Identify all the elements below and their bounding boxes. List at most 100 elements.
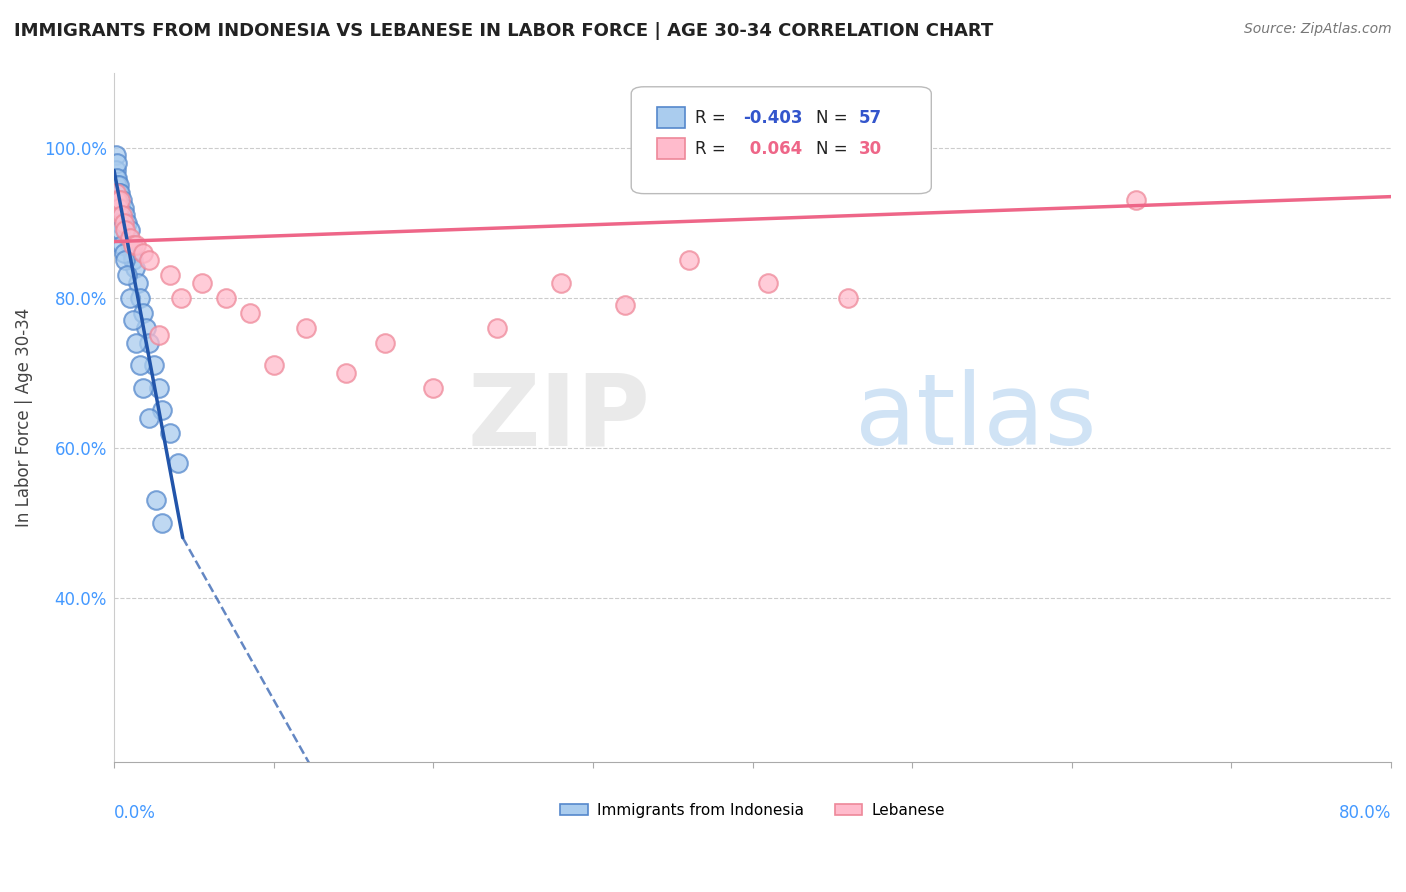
Point bbox=[112, 245, 135, 260]
Point bbox=[170, 291, 193, 305]
Point bbox=[105, 170, 128, 185]
Point bbox=[108, 194, 131, 208]
Point bbox=[124, 260, 146, 275]
Point bbox=[118, 223, 141, 237]
Y-axis label: In Labor Force | Age 30-34: In Labor Force | Age 30-34 bbox=[15, 308, 32, 527]
Text: Source: ZipAtlas.com: Source: ZipAtlas.com bbox=[1244, 22, 1392, 37]
Text: 0.064: 0.064 bbox=[744, 140, 801, 158]
Point bbox=[125, 238, 148, 252]
Point bbox=[132, 381, 155, 395]
Point bbox=[108, 201, 131, 215]
Point bbox=[122, 253, 145, 268]
Point bbox=[758, 276, 780, 290]
Point bbox=[132, 306, 155, 320]
Point bbox=[104, 163, 127, 178]
Point bbox=[294, 320, 316, 334]
Point bbox=[104, 186, 127, 200]
Text: IMMIGRANTS FROM INDONESIA VS LEBANESE IN LABOR FORCE | AGE 30-34 CORRELATION CHA: IMMIGRANTS FROM INDONESIA VS LEBANESE IN… bbox=[14, 22, 993, 40]
Point bbox=[550, 276, 572, 290]
Point bbox=[1125, 194, 1147, 208]
Point bbox=[114, 223, 136, 237]
Point bbox=[105, 156, 128, 170]
Point bbox=[110, 201, 132, 215]
Point bbox=[138, 253, 160, 268]
Point bbox=[111, 238, 134, 252]
Point bbox=[127, 276, 149, 290]
Point bbox=[105, 194, 128, 208]
Point bbox=[167, 456, 190, 470]
Point bbox=[108, 208, 131, 222]
Point bbox=[128, 291, 150, 305]
Text: R =: R = bbox=[695, 140, 731, 158]
Point bbox=[135, 320, 157, 334]
Text: 30: 30 bbox=[859, 140, 882, 158]
Point bbox=[111, 208, 134, 222]
Point bbox=[108, 186, 131, 200]
Point bbox=[125, 335, 148, 350]
Point bbox=[191, 276, 214, 290]
Point bbox=[111, 194, 134, 208]
Point bbox=[486, 320, 509, 334]
Point bbox=[159, 425, 181, 440]
Point bbox=[122, 313, 145, 327]
Point bbox=[110, 208, 132, 222]
Point bbox=[132, 245, 155, 260]
Point bbox=[335, 366, 357, 380]
Point bbox=[678, 253, 700, 268]
Point bbox=[114, 223, 136, 237]
Point bbox=[374, 335, 396, 350]
Point bbox=[111, 216, 134, 230]
Point bbox=[128, 358, 150, 372]
Point bbox=[148, 381, 170, 395]
Point bbox=[112, 216, 135, 230]
Point bbox=[105, 186, 128, 200]
Text: N =: N = bbox=[817, 109, 853, 127]
Point bbox=[115, 216, 138, 230]
Point bbox=[104, 170, 127, 185]
Point bbox=[105, 194, 128, 208]
Point bbox=[105, 194, 128, 208]
Point bbox=[118, 238, 141, 252]
Point bbox=[148, 328, 170, 343]
FancyBboxPatch shape bbox=[657, 107, 685, 128]
Text: N =: N = bbox=[817, 140, 853, 158]
Point bbox=[613, 298, 636, 312]
Point bbox=[112, 216, 135, 230]
Point bbox=[111, 208, 134, 222]
Point bbox=[239, 306, 262, 320]
Legend: Immigrants from Indonesia, Lebanese: Immigrants from Indonesia, Lebanese bbox=[554, 797, 950, 823]
Point bbox=[110, 223, 132, 237]
Point bbox=[145, 493, 167, 508]
Point bbox=[150, 403, 173, 417]
Point bbox=[837, 291, 859, 305]
Point bbox=[138, 410, 160, 425]
Point bbox=[117, 231, 139, 245]
Point bbox=[215, 291, 238, 305]
Point bbox=[108, 216, 131, 230]
Point bbox=[104, 148, 127, 162]
Point bbox=[143, 358, 166, 372]
Point bbox=[108, 208, 131, 222]
FancyBboxPatch shape bbox=[631, 87, 931, 194]
FancyBboxPatch shape bbox=[657, 138, 685, 159]
Point bbox=[263, 358, 285, 372]
Point bbox=[118, 231, 141, 245]
Point bbox=[108, 178, 131, 193]
Point bbox=[159, 268, 181, 283]
Point bbox=[105, 178, 128, 193]
Point bbox=[112, 201, 135, 215]
Text: 0.0%: 0.0% bbox=[114, 804, 156, 822]
Point bbox=[138, 335, 160, 350]
Point bbox=[114, 208, 136, 222]
Point bbox=[115, 268, 138, 283]
Point bbox=[118, 291, 141, 305]
Point bbox=[110, 194, 132, 208]
Point bbox=[114, 253, 136, 268]
Text: 57: 57 bbox=[859, 109, 882, 127]
Text: R =: R = bbox=[695, 109, 731, 127]
Point bbox=[121, 245, 143, 260]
Point bbox=[110, 186, 132, 200]
Text: 80.0%: 80.0% bbox=[1339, 804, 1391, 822]
Text: ZIP: ZIP bbox=[468, 369, 651, 467]
Text: -0.403: -0.403 bbox=[744, 109, 803, 127]
